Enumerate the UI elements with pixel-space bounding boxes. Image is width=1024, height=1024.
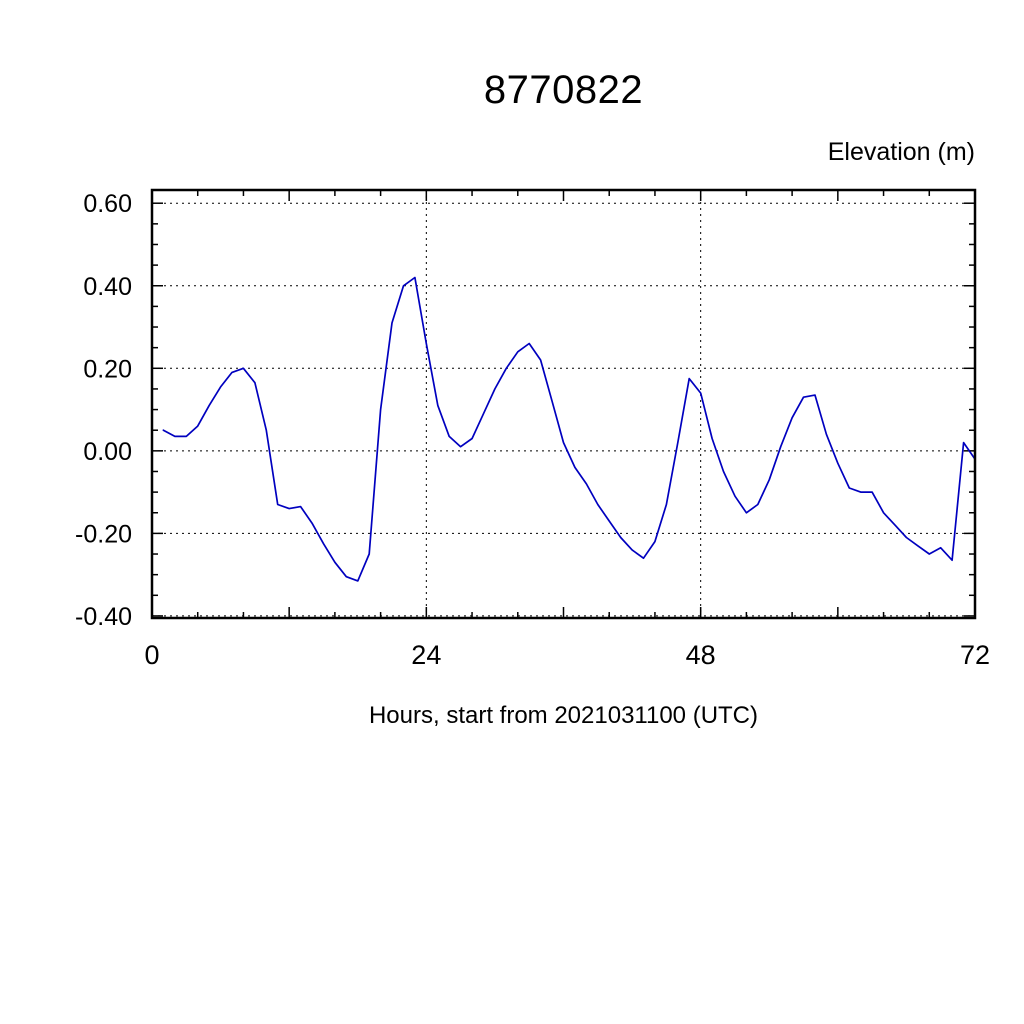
y-tick-label: 0.40	[83, 273, 132, 301]
y-axis-label: Elevation (m)	[827, 138, 975, 166]
x-tick-label: 24	[411, 640, 441, 670]
y-tick-label: 0.20	[83, 355, 132, 383]
x-axis-label: Hours, start from 2021031100 (UTC)	[368, 702, 759, 729]
x-tick-label: 48	[686, 640, 716, 670]
elevation-series-line	[162, 276, 976, 582]
chart-title: 8770822	[483, 68, 644, 112]
y-tick-label: 0.60	[83, 190, 132, 218]
y-tick-label: -0.40	[75, 603, 132, 631]
x-tick-label: 72	[960, 640, 990, 670]
plot-frame	[150, 188, 977, 620]
y-tick-label: -0.20	[75, 520, 132, 548]
x-tick-label: 0	[144, 640, 159, 670]
y-tick-label: 0.00	[83, 438, 132, 466]
